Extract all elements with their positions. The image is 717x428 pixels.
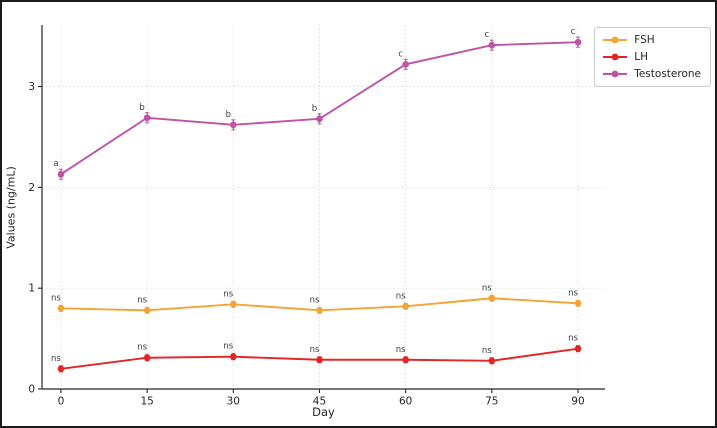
axis-ticks: 0 15 30 45 60 75 90 0 1 2 3 [28,81,584,407]
legend-label-fsh: FSH [634,34,655,46]
series-FSH: ns ns ns ns ns ns ns [51,283,582,314]
data-point-marker [488,294,496,302]
x-tick-label: 60 [399,396,412,408]
data-point-marker [230,121,237,129]
point-annotation: a [53,159,58,169]
y-axis-title: Values (ng/mL) [4,166,18,249]
point-annotation: ns [223,289,233,299]
data-point-marker [574,345,582,352]
point-annotation: ns [568,288,578,298]
point-annotation: b [226,110,231,120]
x-tick-label: 90 [571,396,584,408]
x-axis-title: Day [312,405,335,419]
x-tick-label: 45 [313,396,326,408]
point-annotation: ns [396,291,406,301]
point-annotation: ns [137,343,147,353]
data-point-marker [143,114,151,122]
point-annotation: c [484,30,489,40]
gridlines [42,25,605,389]
legend-swatch-lh-icon [603,53,628,61]
data-point-marker [316,115,323,123]
data-point-marker [316,307,323,314]
data-point-marker [402,61,409,68]
series-Testosterone: a b b b c c c [53,27,582,180]
legend: FSH LH Testosterone [594,27,711,87]
point-annotation: ns [223,342,233,352]
point-annotation: c [571,27,576,37]
data-point-marker [574,299,582,307]
point-annotation: ns [482,283,492,293]
point-annotation: ns [310,345,320,355]
legend-item-fsh: FSH [602,33,701,47]
point-annotation: b [312,104,317,114]
data-point-marker [230,301,237,308]
legend-swatch-testosterone-icon [603,70,628,78]
legend-label-lh: LH [634,51,648,63]
point-annotation: c [398,49,403,59]
series-LH: ns ns ns ns ns ns ns [51,334,582,373]
y-tick-label: 2 [28,182,35,194]
data-point-marker [230,353,237,361]
data-point-marker [574,38,582,46]
data-point-marker [402,303,409,310]
legend-item-lh: LH [602,50,701,64]
point-annotation: ns [310,295,320,305]
data-point-marker [143,354,151,362]
legend-swatch-fsh-icon [603,36,628,44]
point-annotation: ns [51,354,61,364]
x-tick-label: 30 [227,396,240,408]
point-annotation: b [139,103,144,113]
x-tick-label: 0 [58,396,65,408]
y-tick-label: 0 [28,384,35,396]
x-tick-label: 75 [485,396,498,408]
data-point-marker [57,365,65,373]
point-annotation: ns [568,334,578,344]
point-annotation: ns [51,293,61,303]
point-annotation: ns [396,345,406,355]
legend-item-testosterone: Testosterone [602,67,701,81]
point-annotation: ns [482,346,492,356]
data-point-marker [57,305,65,312]
data-point-marker [488,41,496,49]
legend-label-testosterone: Testosterone [634,68,701,80]
y-tick-label: 3 [28,81,35,93]
y-tick-label: 1 [28,283,35,295]
data-point-marker [57,170,65,178]
x-tick-label: 15 [140,396,153,408]
point-annotation: ns [137,295,147,305]
data-point-marker [402,356,409,364]
data-point-marker [316,356,323,364]
data-point-marker [488,357,496,365]
data-point-marker [143,307,151,314]
